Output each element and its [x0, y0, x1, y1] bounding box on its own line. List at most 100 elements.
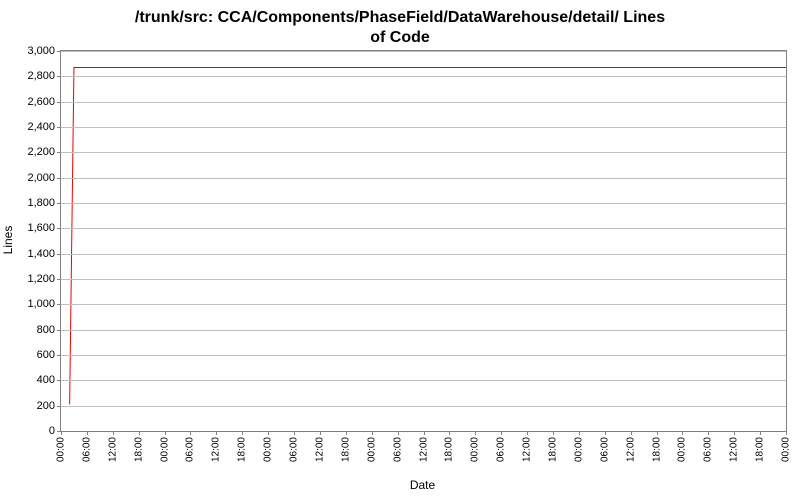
- y-tick-mark: [57, 279, 61, 280]
- data-line: [61, 51, 786, 431]
- x-tick-label: 00:00: [573, 437, 584, 462]
- x-axis-title: Date: [410, 478, 435, 492]
- y-tick-label: 0: [49, 425, 55, 437]
- x-tick-mark: [579, 431, 580, 435]
- gridline: [61, 127, 786, 128]
- x-tick-mark: [398, 431, 399, 435]
- series-line: [70, 67, 786, 404]
- y-tick-mark: [57, 406, 61, 407]
- gridline: [61, 406, 786, 407]
- x-tick-mark: [139, 431, 140, 435]
- x-tick-label: 06:00: [599, 437, 610, 462]
- y-tick-mark: [57, 152, 61, 153]
- gridline: [61, 76, 786, 77]
- x-tick-label: 00:00: [366, 437, 377, 462]
- title-line-2: of Code: [370, 29, 430, 46]
- y-tick-mark: [57, 304, 61, 305]
- x-tick-label: 06:00: [185, 437, 196, 462]
- y-tick-label: 600: [37, 349, 55, 361]
- x-tick-mark: [501, 431, 502, 435]
- y-tick-label: 2,200: [27, 146, 55, 158]
- x-tick-mark: [87, 431, 88, 435]
- x-tick-label: 18:00: [444, 437, 455, 462]
- y-tick-label: 2,400: [27, 121, 55, 133]
- x-tick-mark: [113, 431, 114, 435]
- y-tick-label: 1,200: [27, 273, 55, 285]
- y-axis-title: Lines: [1, 226, 15, 255]
- y-tick-mark: [57, 254, 61, 255]
- x-tick-label: 18:00: [133, 437, 144, 462]
- x-tick-label: 00:00: [677, 437, 688, 462]
- x-tick-label: 12:00: [211, 437, 222, 462]
- x-tick-label: 06:00: [703, 437, 714, 462]
- x-tick-mark: [320, 431, 321, 435]
- y-tick-label: 200: [37, 400, 55, 412]
- y-tick-label: 400: [37, 374, 55, 386]
- gridline: [61, 102, 786, 103]
- y-tick-mark: [57, 127, 61, 128]
- gridline: [61, 254, 786, 255]
- x-tick-label: 18:00: [651, 437, 662, 462]
- x-tick-label: 06:00: [392, 437, 403, 462]
- y-tick-mark: [57, 330, 61, 331]
- x-tick-label: 18:00: [547, 437, 558, 462]
- x-tick-label: 12:00: [522, 437, 533, 462]
- x-tick-mark: [449, 431, 450, 435]
- x-tick-mark: [165, 431, 166, 435]
- y-tick-mark: [57, 380, 61, 381]
- x-tick-mark: [682, 431, 683, 435]
- x-tick-mark: [786, 431, 787, 435]
- x-tick-label: 12:00: [314, 437, 325, 462]
- x-tick-label: 12:00: [107, 437, 118, 462]
- gridline: [61, 330, 786, 331]
- y-tick-label: 3,000: [27, 45, 55, 57]
- x-tick-label: 18:00: [237, 437, 248, 462]
- x-tick-mark: [268, 431, 269, 435]
- y-tick-label: 2,000: [27, 172, 55, 184]
- x-tick-label: 06:00: [81, 437, 92, 462]
- y-tick-mark: [57, 51, 61, 52]
- chart-container: /trunk/src: CCA/Components/PhaseField/Da…: [0, 0, 800, 500]
- x-tick-label: 00:00: [781, 437, 792, 462]
- x-tick-mark: [475, 431, 476, 435]
- x-tick-mark: [553, 431, 554, 435]
- x-tick-mark: [294, 431, 295, 435]
- y-tick-label: 1,400: [27, 248, 55, 260]
- gridline: [61, 152, 786, 153]
- x-tick-label: 12:00: [625, 437, 636, 462]
- x-tick-mark: [605, 431, 606, 435]
- x-tick-mark: [760, 431, 761, 435]
- x-tick-mark: [242, 431, 243, 435]
- x-tick-label: 00:00: [263, 437, 274, 462]
- x-tick-mark: [61, 431, 62, 435]
- x-tick-label: 00:00: [470, 437, 481, 462]
- y-tick-mark: [57, 178, 61, 179]
- x-tick-mark: [708, 431, 709, 435]
- x-tick-label: 06:00: [496, 437, 507, 462]
- x-tick-label: 06:00: [289, 437, 300, 462]
- x-tick-label: 12:00: [729, 437, 740, 462]
- x-tick-label: 00:00: [56, 437, 67, 462]
- gridline: [61, 279, 786, 280]
- y-tick-label: 1,600: [27, 222, 55, 234]
- gridline: [61, 203, 786, 204]
- x-tick-mark: [216, 431, 217, 435]
- gridline: [61, 178, 786, 179]
- x-tick-mark: [372, 431, 373, 435]
- gridline: [61, 304, 786, 305]
- chart-title: /trunk/src: CCA/Components/PhaseField/Da…: [0, 0, 800, 52]
- x-tick-mark: [527, 431, 528, 435]
- gridline: [61, 51, 786, 52]
- y-tick-label: 1,000: [27, 298, 55, 310]
- x-tick-label: 18:00: [755, 437, 766, 462]
- gridline: [61, 380, 786, 381]
- x-tick-mark: [657, 431, 658, 435]
- x-tick-mark: [631, 431, 632, 435]
- gridline: [61, 355, 786, 356]
- y-tick-label: 1,800: [27, 197, 55, 209]
- x-tick-label: 00:00: [159, 437, 170, 462]
- y-tick-mark: [57, 203, 61, 204]
- y-tick-label: 2,600: [27, 96, 55, 108]
- x-tick-label: 18:00: [340, 437, 351, 462]
- y-tick-label: 800: [37, 324, 55, 336]
